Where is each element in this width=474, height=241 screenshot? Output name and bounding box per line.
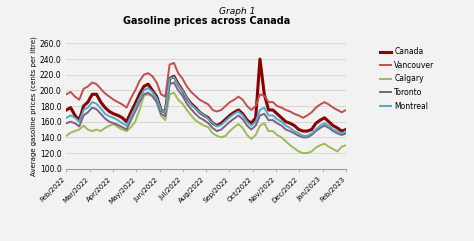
Montreal bbox=[343, 130, 349, 133]
Calgary bbox=[343, 144, 349, 147]
Montreal bbox=[300, 134, 306, 137]
Canada bbox=[343, 128, 349, 131]
Montreal bbox=[85, 106, 91, 109]
Legend: Canada, Vancouver, Calgary, Toronto, Montreal: Canada, Vancouver, Calgary, Toronto, Mon… bbox=[380, 47, 435, 111]
Montreal bbox=[171, 76, 177, 79]
Text: Graph 1: Graph 1 bbox=[219, 7, 255, 16]
Title: Gasoline prices across Canada: Gasoline prices across Canada bbox=[123, 16, 290, 26]
Montreal bbox=[64, 116, 69, 119]
Toronto bbox=[188, 108, 194, 111]
Y-axis label: Average gasoline prices (cents per litre): Average gasoline prices (cents per litre… bbox=[30, 36, 37, 176]
Canada bbox=[85, 101, 91, 104]
Montreal bbox=[150, 91, 155, 94]
Canada bbox=[287, 122, 293, 125]
Calgary bbox=[287, 144, 293, 147]
Montreal bbox=[192, 107, 198, 110]
Line: Toronto: Toronto bbox=[66, 82, 346, 137]
Canada bbox=[188, 102, 194, 105]
Montreal bbox=[132, 106, 138, 109]
Line: Calgary: Calgary bbox=[66, 93, 346, 153]
Toronto bbox=[300, 136, 306, 139]
Line: Canada: Canada bbox=[66, 59, 346, 131]
Toronto bbox=[150, 94, 155, 97]
Canada bbox=[257, 58, 263, 60]
Toronto bbox=[132, 110, 138, 113]
Vancouver bbox=[192, 94, 198, 97]
Calgary bbox=[171, 91, 177, 94]
Vancouver bbox=[85, 85, 91, 88]
Montreal bbox=[287, 127, 293, 129]
Line: Montreal: Montreal bbox=[66, 77, 346, 136]
Canada bbox=[64, 108, 69, 111]
Calgary bbox=[85, 128, 91, 131]
Calgary bbox=[192, 119, 198, 122]
Calgary bbox=[300, 152, 306, 154]
Toronto bbox=[287, 130, 293, 133]
Canada bbox=[184, 97, 190, 100]
Vancouver bbox=[150, 75, 155, 78]
Vancouver bbox=[171, 61, 177, 64]
Toronto bbox=[64, 122, 69, 125]
Canada bbox=[300, 130, 306, 133]
Calgary bbox=[150, 95, 155, 98]
Montreal bbox=[188, 103, 194, 106]
Vancouver bbox=[64, 93, 69, 96]
Vancouver bbox=[300, 116, 306, 119]
Toronto bbox=[171, 81, 177, 84]
Vancouver bbox=[132, 89, 138, 92]
Line: Vancouver: Vancouver bbox=[66, 63, 346, 118]
Calgary bbox=[132, 120, 138, 123]
Canada bbox=[150, 89, 155, 92]
Vancouver bbox=[188, 91, 194, 94]
Canada bbox=[132, 102, 138, 105]
Vancouver bbox=[343, 108, 349, 111]
Toronto bbox=[343, 132, 349, 135]
Calgary bbox=[188, 114, 194, 117]
Toronto bbox=[192, 112, 198, 115]
Vancouver bbox=[287, 110, 293, 113]
Toronto bbox=[85, 111, 91, 114]
Calgary bbox=[64, 134, 69, 137]
